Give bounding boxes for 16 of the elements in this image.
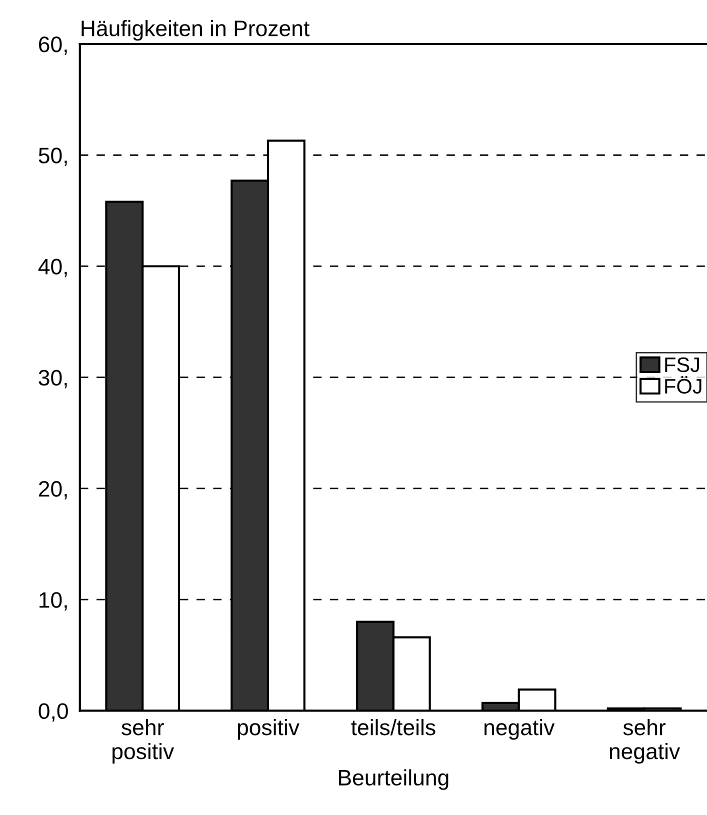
legend-label: FSJ xyxy=(665,357,699,372)
y-tick-label: 50, xyxy=(38,148,67,166)
y-tick-label: 40, xyxy=(38,258,67,278)
x-tick-label: sehr positiv xyxy=(112,719,174,764)
y-tick-label: 0,0 xyxy=(38,703,68,722)
legend-label: FÖJ xyxy=(665,376,702,394)
x-tick-label: teils/teils xyxy=(351,719,436,736)
y-tick-label: 20, xyxy=(39,480,67,500)
chart-title: Häufigkeiten in Prozent xyxy=(82,20,310,41)
y-tick-label: 10, xyxy=(40,592,67,610)
x-tick-label: sehr negativ xyxy=(610,719,680,764)
x-tick-label: positiv xyxy=(238,719,300,740)
x-tick-label: negativ xyxy=(484,719,555,740)
y-tick-label: 30, xyxy=(38,370,67,388)
x-axis-title: Beurteilung xyxy=(339,769,448,790)
y-tick-label: 60, xyxy=(39,36,67,55)
